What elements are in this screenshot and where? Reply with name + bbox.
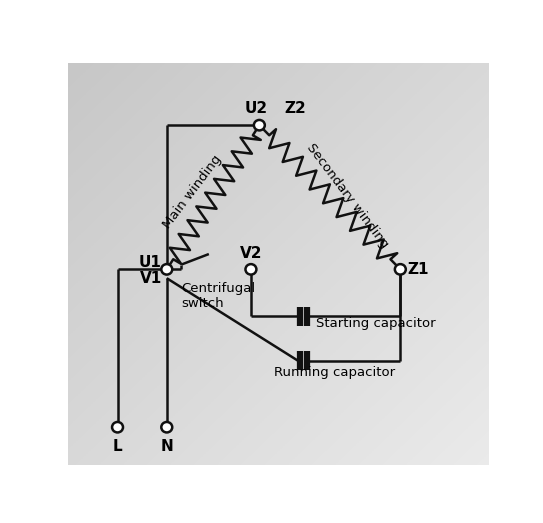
Circle shape [254, 120, 265, 130]
Text: V2: V2 [239, 246, 262, 262]
Text: V1: V1 [140, 271, 162, 286]
Text: U2: U2 [245, 101, 268, 116]
Text: N: N [160, 439, 173, 454]
Circle shape [395, 264, 406, 275]
Circle shape [161, 422, 172, 433]
Text: Z1: Z1 [407, 262, 428, 277]
Circle shape [161, 264, 172, 275]
Text: Secondary winding: Secondary winding [304, 141, 391, 251]
Text: Centrifugal
switch: Centrifugal switch [181, 282, 256, 310]
Text: U1: U1 [139, 255, 162, 270]
Text: Running capacitor: Running capacitor [274, 366, 395, 379]
Circle shape [112, 422, 123, 433]
Text: Starting capacitor: Starting capacitor [316, 317, 436, 330]
Text: Z2: Z2 [285, 101, 306, 116]
Text: L: L [113, 439, 122, 454]
Circle shape [245, 264, 256, 275]
Text: Main winding: Main winding [160, 152, 224, 231]
